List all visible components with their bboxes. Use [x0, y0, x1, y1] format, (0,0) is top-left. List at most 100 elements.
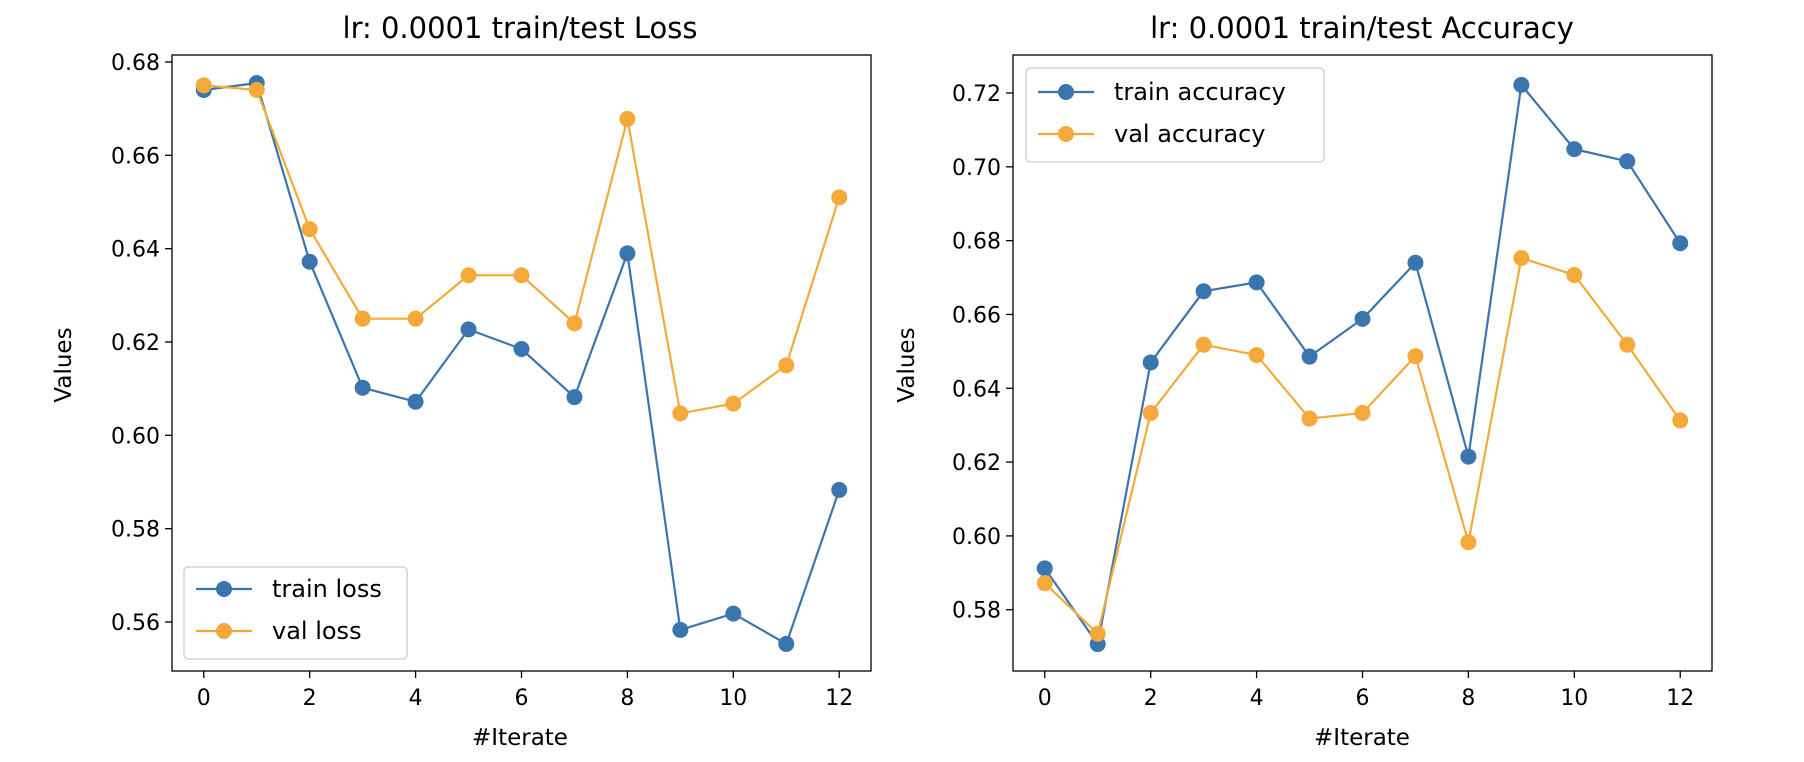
train-accuracy-point	[1619, 153, 1636, 170]
x-axis-label: #Iterate	[472, 725, 568, 751]
x-tick-label: 0	[1038, 686, 1052, 711]
legend-val-marker	[216, 623, 232, 639]
train-accuracy-point	[1301, 348, 1318, 365]
x-tick-label: 8	[620, 686, 634, 711]
y-tick-label: 0.68	[952, 230, 1001, 255]
train-loss-point	[831, 481, 848, 498]
val-accuracy-point	[1407, 348, 1424, 365]
val-accuracy-point	[1142, 405, 1159, 422]
train-accuracy-point	[1672, 235, 1689, 252]
val-accuracy-point	[1460, 534, 1477, 551]
y-ticks: 0.58 0.60 0.62 0.64 0.66 0.68 0.70 0.72	[952, 82, 1013, 624]
legend-val-marker	[1058, 126, 1074, 142]
val-loss-point	[831, 189, 848, 206]
val-loss-point	[619, 110, 636, 127]
train-accuracy-point	[1407, 254, 1424, 271]
train-loss-point	[672, 621, 689, 638]
train-loss-point	[301, 253, 318, 270]
val-accuracy-point	[1566, 266, 1583, 283]
x-tick-label: 6	[515, 686, 529, 711]
val-accuracy-point	[1248, 347, 1265, 364]
val-loss-point	[513, 267, 530, 284]
val-loss-point	[566, 315, 583, 332]
train-accuracy-point	[1142, 354, 1159, 371]
x-ticks: 0 2 4 6 8 10 12	[197, 671, 853, 711]
train-loss-point	[460, 321, 477, 338]
val-accuracy-point	[1354, 405, 1371, 422]
x-ticks: 0 2 4 6 8 10 12	[1038, 671, 1694, 711]
train-loss-point	[566, 389, 583, 406]
y-tick-label: 0.72	[952, 82, 1001, 107]
val-accuracy-point	[1195, 336, 1212, 353]
accuracy-chart: lr: 0.0001 train/test Accuracy #Iterate …	[894, 11, 1713, 751]
y-tick-label: 0.70	[952, 156, 1001, 181]
series-layer	[1036, 76, 1689, 653]
train-accuracy-point	[1195, 283, 1212, 300]
val-loss-point	[301, 221, 318, 238]
legend-train-marker	[216, 581, 232, 597]
y-tick-label: 0.58	[952, 599, 1001, 624]
y-tick-label: 0.68	[111, 51, 160, 76]
train-accuracy-point	[1513, 76, 1530, 93]
train-accuracy-line	[1043, 83, 1682, 646]
y-tick-label: 0.64	[111, 238, 160, 263]
train-accuracy-point	[1460, 448, 1477, 465]
val-accuracy-point	[1089, 625, 1106, 642]
y-tick-label: 0.66	[952, 303, 1001, 328]
legend-val-label: val loss	[272, 617, 362, 645]
x-tick-label: 12	[825, 686, 853, 711]
loss-chart: lr: 0.0001 train/test Loss #Iterate Valu…	[51, 11, 872, 751]
train-accuracy-point	[1248, 274, 1265, 291]
x-axis-label: #Iterate	[1314, 725, 1410, 751]
chart-title: lr: 0.0001 train/test Loss	[343, 11, 698, 45]
train-accuracy-point	[1566, 141, 1583, 158]
val-accuracy-point	[1036, 575, 1053, 592]
val-loss-point	[460, 267, 477, 284]
val-accuracy-point	[1672, 412, 1689, 429]
val-loss-point	[248, 82, 265, 98]
x-tick-label: 10	[719, 686, 747, 711]
train-loss-point	[778, 635, 795, 652]
y-tick-label: 0.60	[111, 424, 160, 449]
val-loss-point	[778, 357, 795, 374]
train-accuracy-point	[1036, 560, 1053, 577]
val-loss-point	[725, 395, 742, 412]
train-loss-point	[725, 605, 742, 622]
y-axis-label: Values	[51, 327, 77, 402]
legend-box	[1025, 67, 1325, 163]
x-tick-label: 0	[197, 686, 211, 711]
train-accuracy-point	[1354, 310, 1371, 327]
x-tick-label: 8	[1461, 686, 1475, 711]
x-tick-label: 4	[409, 686, 423, 711]
y-tick-label: 0.62	[111, 331, 160, 356]
legend-train-label: train loss	[272, 575, 382, 603]
y-tick-label: 0.66	[111, 144, 160, 169]
val-loss-point	[672, 405, 689, 422]
x-tick-label: 2	[303, 686, 317, 711]
train-loss-point	[407, 393, 424, 410]
y-tick-label: 0.60	[952, 525, 1001, 550]
val-accuracy-point	[1301, 410, 1318, 427]
train-loss-point	[354, 379, 371, 396]
series-layer	[195, 75, 848, 652]
val-accuracy-point	[1513, 249, 1530, 266]
y-tick-label: 0.58	[111, 518, 160, 543]
chart-title: lr: 0.0001 train/test Accuracy	[1150, 11, 1574, 45]
y-tick-label: 0.64	[952, 377, 1001, 402]
x-tick-label: 10	[1560, 686, 1588, 711]
y-tick-label: 0.62	[952, 451, 1001, 476]
val-loss-point	[407, 310, 424, 327]
legend-train-label: train accuracy	[1114, 78, 1286, 106]
y-axis-label: Values	[894, 327, 920, 402]
val-accuracy-point	[1619, 336, 1636, 353]
train-loss-line	[203, 81, 841, 646]
legend-train-marker	[1058, 84, 1074, 100]
x-tick-label: 4	[1250, 686, 1264, 711]
x-tick-label: 6	[1356, 686, 1370, 711]
val-loss-point	[354, 310, 371, 327]
val-loss-point	[195, 77, 212, 94]
legend: train loss val loss	[183, 566, 408, 660]
legend: train accuracy val accuracy	[1025, 67, 1325, 163]
legend-val-label: val accuracy	[1114, 120, 1266, 148]
